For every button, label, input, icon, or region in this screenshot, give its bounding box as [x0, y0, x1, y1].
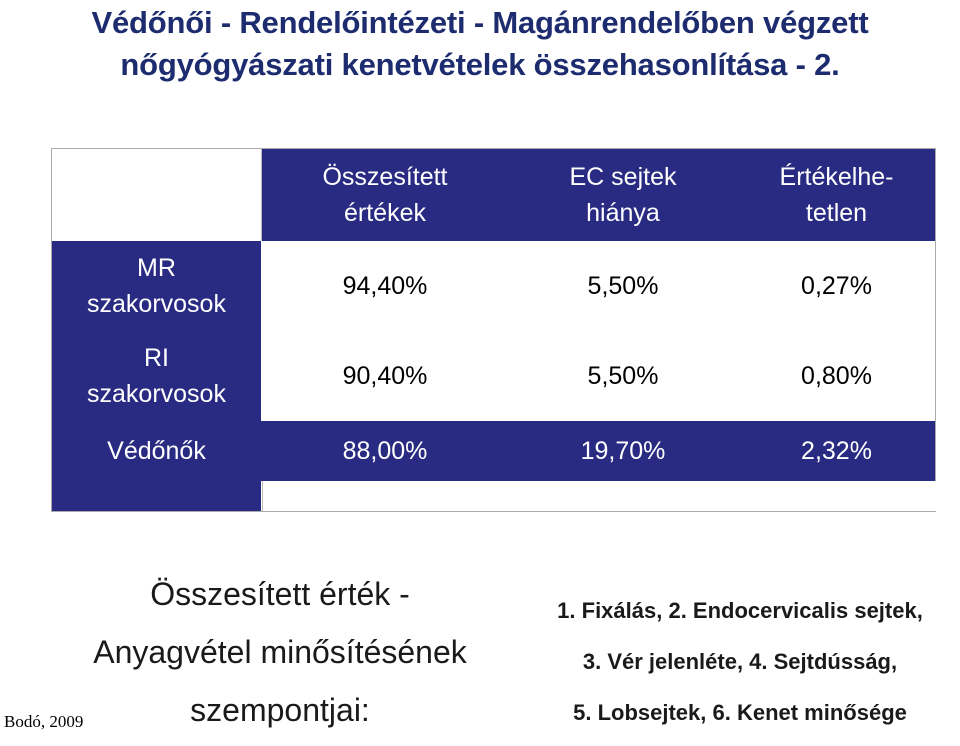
table-corner-cell	[52, 149, 262, 241]
table-cell: 0,80%	[801, 361, 872, 390]
row-label-ri: RI szakorvosok	[52, 331, 261, 421]
table-cell: 2,32%	[801, 436, 872, 465]
header-cell-osszesitett: Összesített értékek	[262, 149, 508, 241]
table-cell: 90,40%	[342, 361, 428, 390]
table-cell: 94,40%	[342, 271, 428, 300]
header-text: értékek	[344, 199, 426, 227]
header-text: Összesített	[322, 163, 448, 191]
row-label-text: szakorvosok	[87, 380, 226, 408]
criteria-heading-line: Összesített érték -	[150, 576, 410, 612]
header-text: tetlen	[805, 199, 868, 227]
criteria-item-line: 5. Lobsejtek, 6. Kenet minősége	[573, 700, 907, 725]
header-cell-ec-sejtek: EC sejtek hiánya	[508, 149, 738, 241]
criteria-heading-line: Anyagvétel minősítésének	[93, 634, 467, 670]
header-text: EC sejtek	[569, 163, 677, 191]
row-label-vedonok: Védőnők	[52, 421, 261, 481]
title-line-1: Védőnői - Rendelőintézeti - Magánrendelő…	[91, 5, 869, 40]
criteria-heading: Összesített érték - Anyagvétel minősítés…	[60, 565, 500, 739]
comparison-table: Összesített értékek EC sejtek hiánya Érték…	[51, 148, 936, 512]
vedonok-label-band	[52, 481, 261, 511]
row-label-text: Védőnők	[107, 437, 206, 465]
table-cell: 0,27%	[801, 271, 872, 300]
row-label-mr: MR szakorvosok	[52, 241, 261, 331]
table-cell: 5,50%	[587, 271, 659, 300]
header-text: hiánya	[586, 199, 660, 227]
page-title: Védőnői - Rendelőintézeti - Magánrendelő…	[0, 2, 960, 86]
criteria-item-line: 3. Vér jelenléte, 4. Sejtdússág,	[582, 649, 898, 674]
table-blank-area	[262, 481, 936, 511]
criteria-list: 1. Fixálás, 2. Endocervicalis sejtek, 3.…	[520, 585, 960, 738]
header-cell-ertekelhetetlen: Értékelhe-tetlen	[738, 149, 935, 241]
criteria-item-line: 1. Fixálás, 2. Endocervicalis sejtek,	[557, 598, 923, 623]
table-cell: 19,70%	[580, 436, 666, 465]
row-label-text: RI	[143, 344, 169, 372]
title-line-2: nőgyógyászati kenetvételek összehasonlít…	[120, 47, 840, 82]
row-label-text: MR	[137, 254, 176, 282]
table-cell: 5,50%	[587, 361, 659, 390]
criteria-heading-line: szempontjai:	[190, 692, 370, 728]
row-label-text: szakorvosok	[87, 290, 226, 318]
header-text: Értékelhe-	[779, 163, 894, 191]
table-cell: 88,00%	[342, 436, 428, 465]
source-credit: Bodó, 2009	[4, 712, 84, 731]
